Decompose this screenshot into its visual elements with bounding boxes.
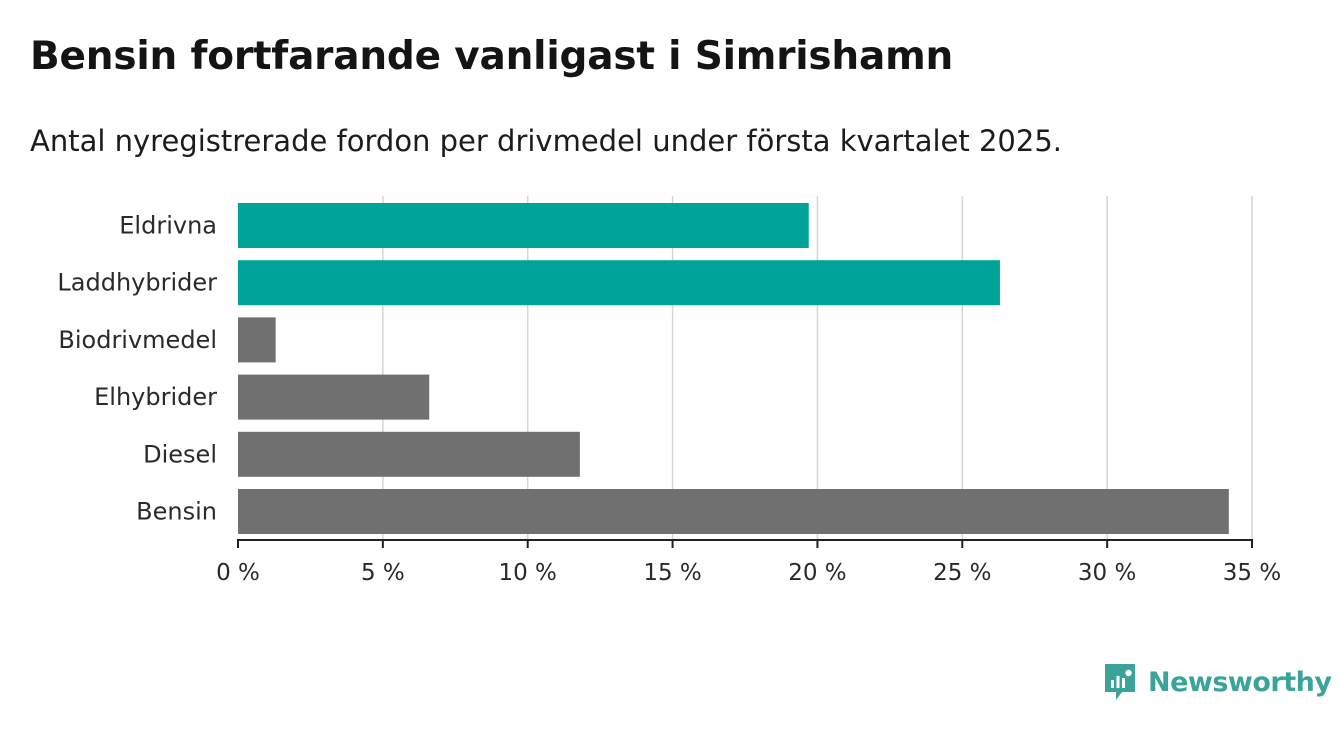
category-label: Elhybrider [94, 383, 217, 411]
gridlines [382, 196, 1253, 540]
x-axis: 0 % 5 % 10 % 15 % 20 % 25 % 30 % 35 % [216, 539, 1281, 586]
newsworthy-logo: Newsworthy [1102, 662, 1332, 702]
bar-diesel [238, 431, 580, 477]
bar-elhybrider [238, 374, 430, 420]
x-tick-label: 20 % [788, 560, 846, 586]
x-tick-label: 15 % [643, 560, 701, 586]
brand-name: Newsworthy [1148, 666, 1332, 698]
category-label: Laddhybrider [57, 269, 217, 297]
chart-title: Bensin fortfarande vanligast i Simrisham… [30, 34, 954, 79]
category-labels: Eldrivna Laddhybrider Biodrivmedel Elhybrid… [57, 212, 217, 526]
x-tick-label: 0 % [216, 560, 260, 586]
x-tick-label: 35 % [1223, 560, 1281, 586]
category-label: Bensin [136, 498, 217, 526]
x-tick-label: 10 % [498, 560, 556, 586]
chart-subtitle: Antal nyregistrerade fordon per drivmede… [30, 124, 1063, 158]
bar-eldrivna [238, 203, 809, 248]
category-label: Eldrivna [119, 212, 217, 240]
x-tick-label: 5 % [361, 560, 405, 586]
category-label: Biodrivmedel [58, 326, 217, 354]
x-tick-label: 30 % [1078, 560, 1136, 586]
x-tick-label: 25 % [933, 560, 991, 586]
bar-bensin [238, 489, 1229, 534]
bar-biodrivmedel [238, 317, 276, 363]
category-label: Diesel [143, 440, 217, 468]
bar-laddhybrider [238, 260, 1000, 306]
bars [238, 203, 1229, 534]
newsworthy-logo-icon [1105, 664, 1135, 700]
